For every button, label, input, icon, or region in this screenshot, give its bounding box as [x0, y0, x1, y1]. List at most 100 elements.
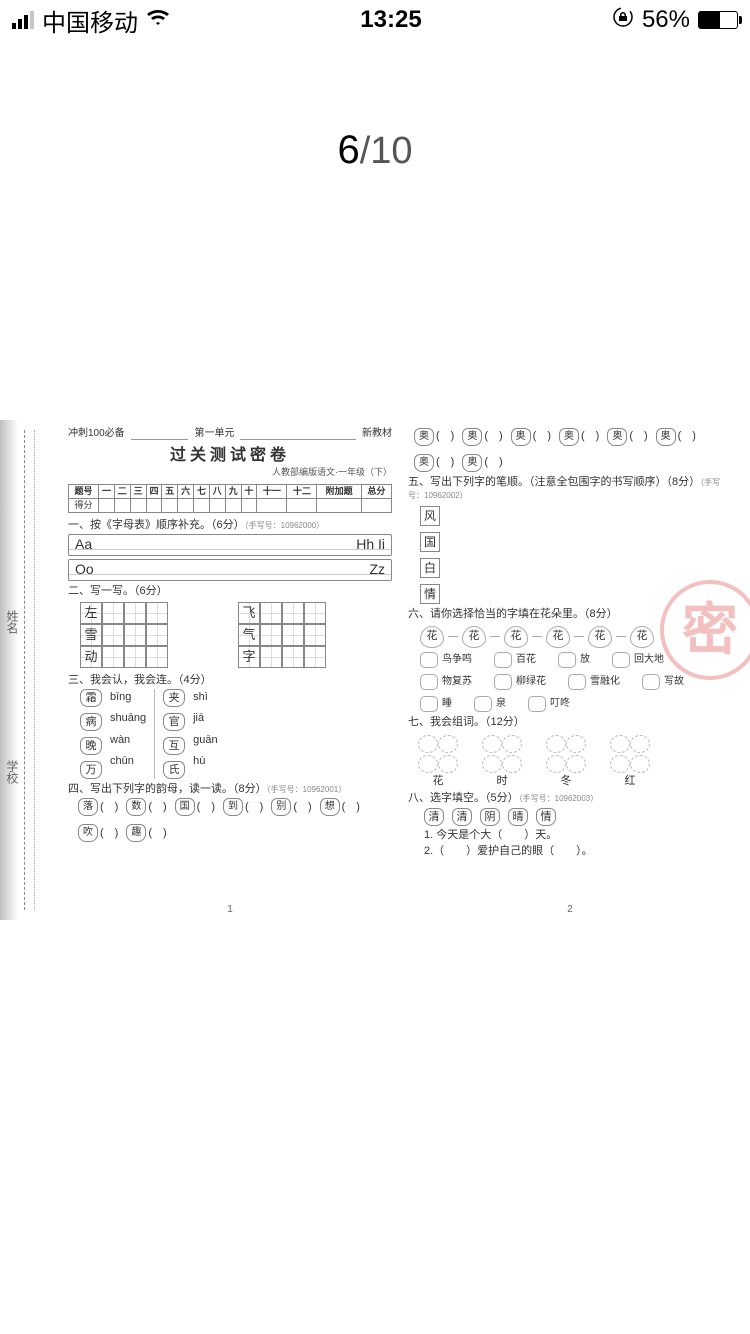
battery-icon	[698, 11, 738, 29]
page-current: 6	[337, 128, 359, 172]
q4-item: 想( )	[320, 798, 360, 816]
exam-title: 过关测试密卷	[68, 446, 392, 465]
q6-option: 雪融化	[568, 674, 620, 690]
hdr-right: 新教材	[362, 428, 392, 440]
q4-item: 落( )	[78, 798, 118, 816]
writing-cell	[282, 602, 304, 624]
q6-option: 鸟争鸣	[420, 652, 472, 668]
writing-cell	[146, 646, 168, 668]
orientation-lock-icon	[612, 6, 634, 34]
writing-cell: 动	[80, 646, 102, 668]
stroke-char: 国	[420, 532, 440, 552]
score-cell	[146, 498, 162, 512]
writing-cell	[282, 624, 304, 646]
status-right: 56%	[612, 6, 738, 34]
score-header-cell: 七	[194, 484, 210, 498]
writing-cell	[124, 624, 146, 646]
document-viewer[interactable]: 姓名 学校 冲刺100必备 第一单元 新教材 过关测试密卷 人教部编版语文·一年…	[0, 420, 750, 920]
q8-line-2: 2.（ ）爱护自己的眼（ ）。	[424, 845, 732, 858]
writing-cell	[304, 602, 326, 624]
hdr-mid: 第一单元	[194, 428, 234, 440]
q4-item: 数( )	[126, 798, 166, 816]
score-cell	[194, 498, 210, 512]
score-cell	[287, 498, 317, 512]
score-header-cell: 一	[99, 484, 115, 498]
ruled-1-right: Hh Ii	[356, 536, 385, 553]
writing-cell	[260, 624, 282, 646]
flower-slot: 花	[462, 626, 486, 648]
ruled-2-right: Zz	[369, 561, 385, 578]
status-bar: 中国移动 13:25 56%	[0, 0, 750, 40]
flower-slot: 花	[588, 626, 612, 648]
writing-cell	[146, 624, 168, 646]
flower-slot: 花	[504, 626, 528, 648]
q5-text: 五、写出下列字的笔顺。（注意全包围字的书写顺序）（8分）	[408, 476, 700, 488]
q7-group: 冬	[546, 735, 586, 788]
q1-text: 一、按《字母表》顺序补充。（6分）	[68, 519, 245, 531]
writing-cell: 左	[80, 602, 102, 624]
match-char: 官	[163, 713, 185, 731]
writing-grids: 左雪动 飞气字	[80, 602, 392, 668]
stroke-char: 风	[420, 506, 440, 526]
writing-cell	[124, 602, 146, 624]
q4-item: 国( )	[175, 798, 215, 816]
q4-char-sequence: 落( )数( )国( )到( )别( )想( )吹( )趣( )	[78, 798, 392, 842]
p2-top-item: 奥( )	[462, 454, 502, 472]
q6-option: 柳绿花	[494, 674, 546, 690]
q8-option: 阴	[480, 808, 500, 826]
score-cell	[361, 498, 391, 512]
q6-option: 睡	[420, 696, 452, 712]
q4-char: 数	[126, 798, 146, 816]
score-header-cell: 总分	[361, 484, 391, 498]
page-indicator: 6/10	[0, 128, 750, 173]
q4-char: 吹	[78, 824, 98, 842]
doc-page-2: 奥( )奥( )奥( )奥( )奥( )奥( )奥( )奥( ) 五、写出下列字…	[400, 420, 740, 920]
ruled-line-1: Aa Hh Ii	[68, 534, 392, 556]
stroke-char: 情	[420, 584, 440, 604]
status-time: 13:25	[360, 6, 421, 34]
q8-option: 清	[424, 808, 444, 826]
score-header-cell: 题号	[69, 484, 99, 498]
gutter-label-name: 姓名	[4, 610, 21, 634]
match-pinyin: bīng	[110, 689, 146, 704]
score-header-cell: 五	[162, 484, 178, 498]
score-header-cell: 三	[130, 484, 146, 498]
q7-groups: 花时冬红	[418, 735, 732, 788]
score-cell	[162, 498, 178, 512]
flower-slot: 花	[546, 626, 570, 648]
q4-text: 四、写出下列字的韵母，读一读。（8分）	[68, 783, 267, 795]
q8-code: （手写号：10962003）	[519, 794, 599, 803]
score-header-cell: 六	[178, 484, 194, 498]
p2-top-item: 奥( )	[462, 428, 502, 446]
score-cell	[99, 498, 115, 512]
writing-cell	[102, 602, 124, 624]
match-pinyin: shì	[193, 689, 217, 704]
p2-top-item: 奥( )	[414, 428, 454, 446]
q4-char: 别	[271, 798, 291, 816]
page-total: 10	[370, 130, 412, 172]
q4-char: 想	[320, 798, 340, 816]
battery-percent: 56%	[642, 6, 690, 34]
q4-item: 趣( )	[126, 824, 166, 842]
score-header-cell: 十	[241, 484, 257, 498]
ruled-line-2: Oo Zz	[68, 559, 392, 581]
match-pinyin: hù	[193, 753, 217, 768]
gutter-label-school: 学校	[4, 760, 21, 784]
writing-cell	[304, 646, 326, 668]
p2-top-char: 奥	[414, 454, 434, 472]
match-char: 病	[80, 713, 102, 731]
writing-cell: 字	[238, 646, 260, 668]
writing-cell	[304, 624, 326, 646]
q3-text: 三、我会认，我会连。（4分）	[68, 674, 392, 687]
q7-group: 时	[482, 735, 522, 788]
score-header-cell: 附加题	[317, 484, 361, 498]
p2-top-char: 奥	[656, 428, 676, 446]
q6-option: 泉	[474, 696, 506, 712]
q4-item: 别( )	[271, 798, 311, 816]
p2-top-item: 奥( )	[511, 428, 551, 446]
match-char: 晚	[80, 737, 102, 755]
page-sep: /	[360, 130, 371, 172]
q4-item: 吹( )	[78, 824, 118, 842]
score-cell	[209, 498, 225, 512]
stroke-row: 国	[420, 532, 446, 552]
